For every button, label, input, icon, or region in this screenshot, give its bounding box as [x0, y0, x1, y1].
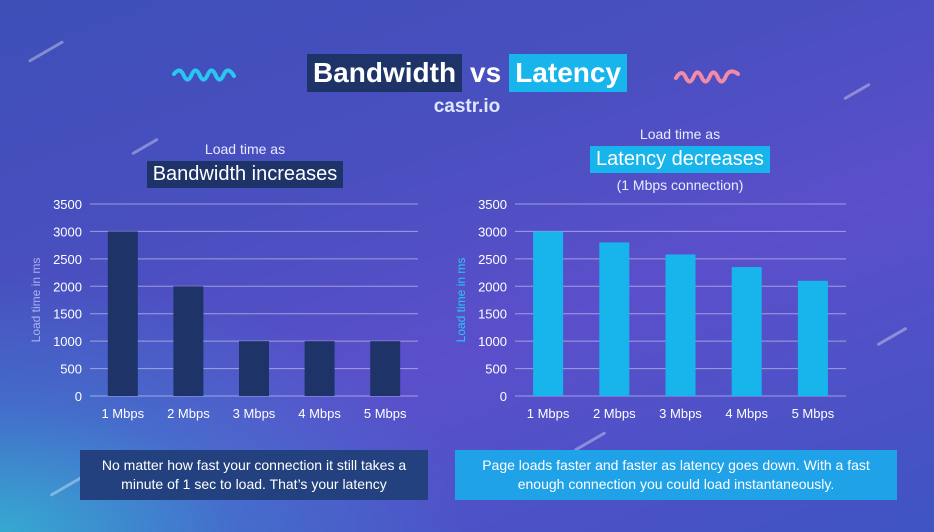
- title-latency: Latency: [509, 54, 628, 92]
- x-tick-label: 2 Mbps: [167, 406, 210, 421]
- title-bandwidth: Bandwidth: [306, 54, 463, 92]
- chart-left-title-small: Load time as: [204, 141, 286, 157]
- bar: [173, 286, 204, 396]
- chart-right-title-small: Load time as: [639, 126, 721, 142]
- bar: [107, 231, 138, 396]
- header: Bandwidth vs Latency castr.io: [0, 54, 934, 118]
- y-tick-label: 2000: [478, 279, 507, 294]
- title-vs: vs: [470, 57, 502, 88]
- x-tick-label: 5 Mbps: [364, 406, 407, 421]
- bar: [599, 242, 630, 396]
- y-tick-label: 1500: [478, 307, 507, 322]
- chart-right-title: Load time as Latency decreases (1 Mbps c…: [560, 126, 800, 193]
- x-tick-label: 3 Mbps: [233, 406, 276, 421]
- y-tick-label: 0: [500, 389, 507, 404]
- y-tick-label: 3500: [53, 197, 82, 212]
- caption-left: No matter how fast your connection it st…: [80, 450, 428, 500]
- y-tick-label: 1500: [53, 307, 82, 322]
- x-tick-label: 1 Mbps: [527, 406, 570, 421]
- y-tick-label: 2500: [478, 252, 507, 267]
- y-tick-label: 1000: [53, 334, 82, 349]
- y-tick-label: 1000: [478, 334, 507, 349]
- x-tick-label: 4 Mbps: [298, 406, 341, 421]
- chart-left-title: Load time as Bandwidth increases: [130, 141, 360, 188]
- y-tick-label: 0: [75, 389, 82, 404]
- page-title: Bandwidth vs Latency: [306, 54, 628, 92]
- bar: [304, 341, 335, 396]
- brand-text: castr.io: [433, 96, 501, 117]
- chart-left-title-main: Bandwidth increases: [146, 161, 344, 188]
- chart-right-title-main: Latency decreases: [590, 146, 770, 173]
- y-axis-label: Load time in ms: [454, 258, 468, 343]
- y-tick-label: 3000: [53, 224, 82, 239]
- bar: [370, 341, 401, 396]
- x-tick-label: 3 Mbps: [659, 406, 702, 421]
- y-tick-label: 3000: [478, 224, 507, 239]
- squiggle-left-icon: [172, 68, 236, 82]
- y-tick-label: 500: [60, 362, 82, 377]
- y-tick-label: 2500: [53, 252, 82, 267]
- squiggle-right-icon: [674, 69, 740, 84]
- x-tick-label: 1 Mbps: [101, 406, 144, 421]
- x-tick-label: 5 Mbps: [792, 406, 835, 421]
- bar: [731, 267, 762, 396]
- bar: [797, 280, 828, 396]
- y-tick-label: 3500: [478, 197, 507, 212]
- y-tick-label: 2000: [53, 279, 82, 294]
- caption-right: Page loads faster and faster as latency …: [455, 450, 897, 500]
- x-tick-label: 4 Mbps: [725, 406, 768, 421]
- bar: [239, 341, 269, 396]
- chart-right-subtitle: (1 Mbps connection): [616, 177, 744, 193]
- bar: [533, 231, 564, 396]
- bar: [665, 254, 696, 396]
- y-axis-label: Load time in ms: [29, 258, 43, 343]
- x-tick-label: 2 Mbps: [593, 406, 636, 421]
- y-tick-label: 500: [485, 362, 507, 377]
